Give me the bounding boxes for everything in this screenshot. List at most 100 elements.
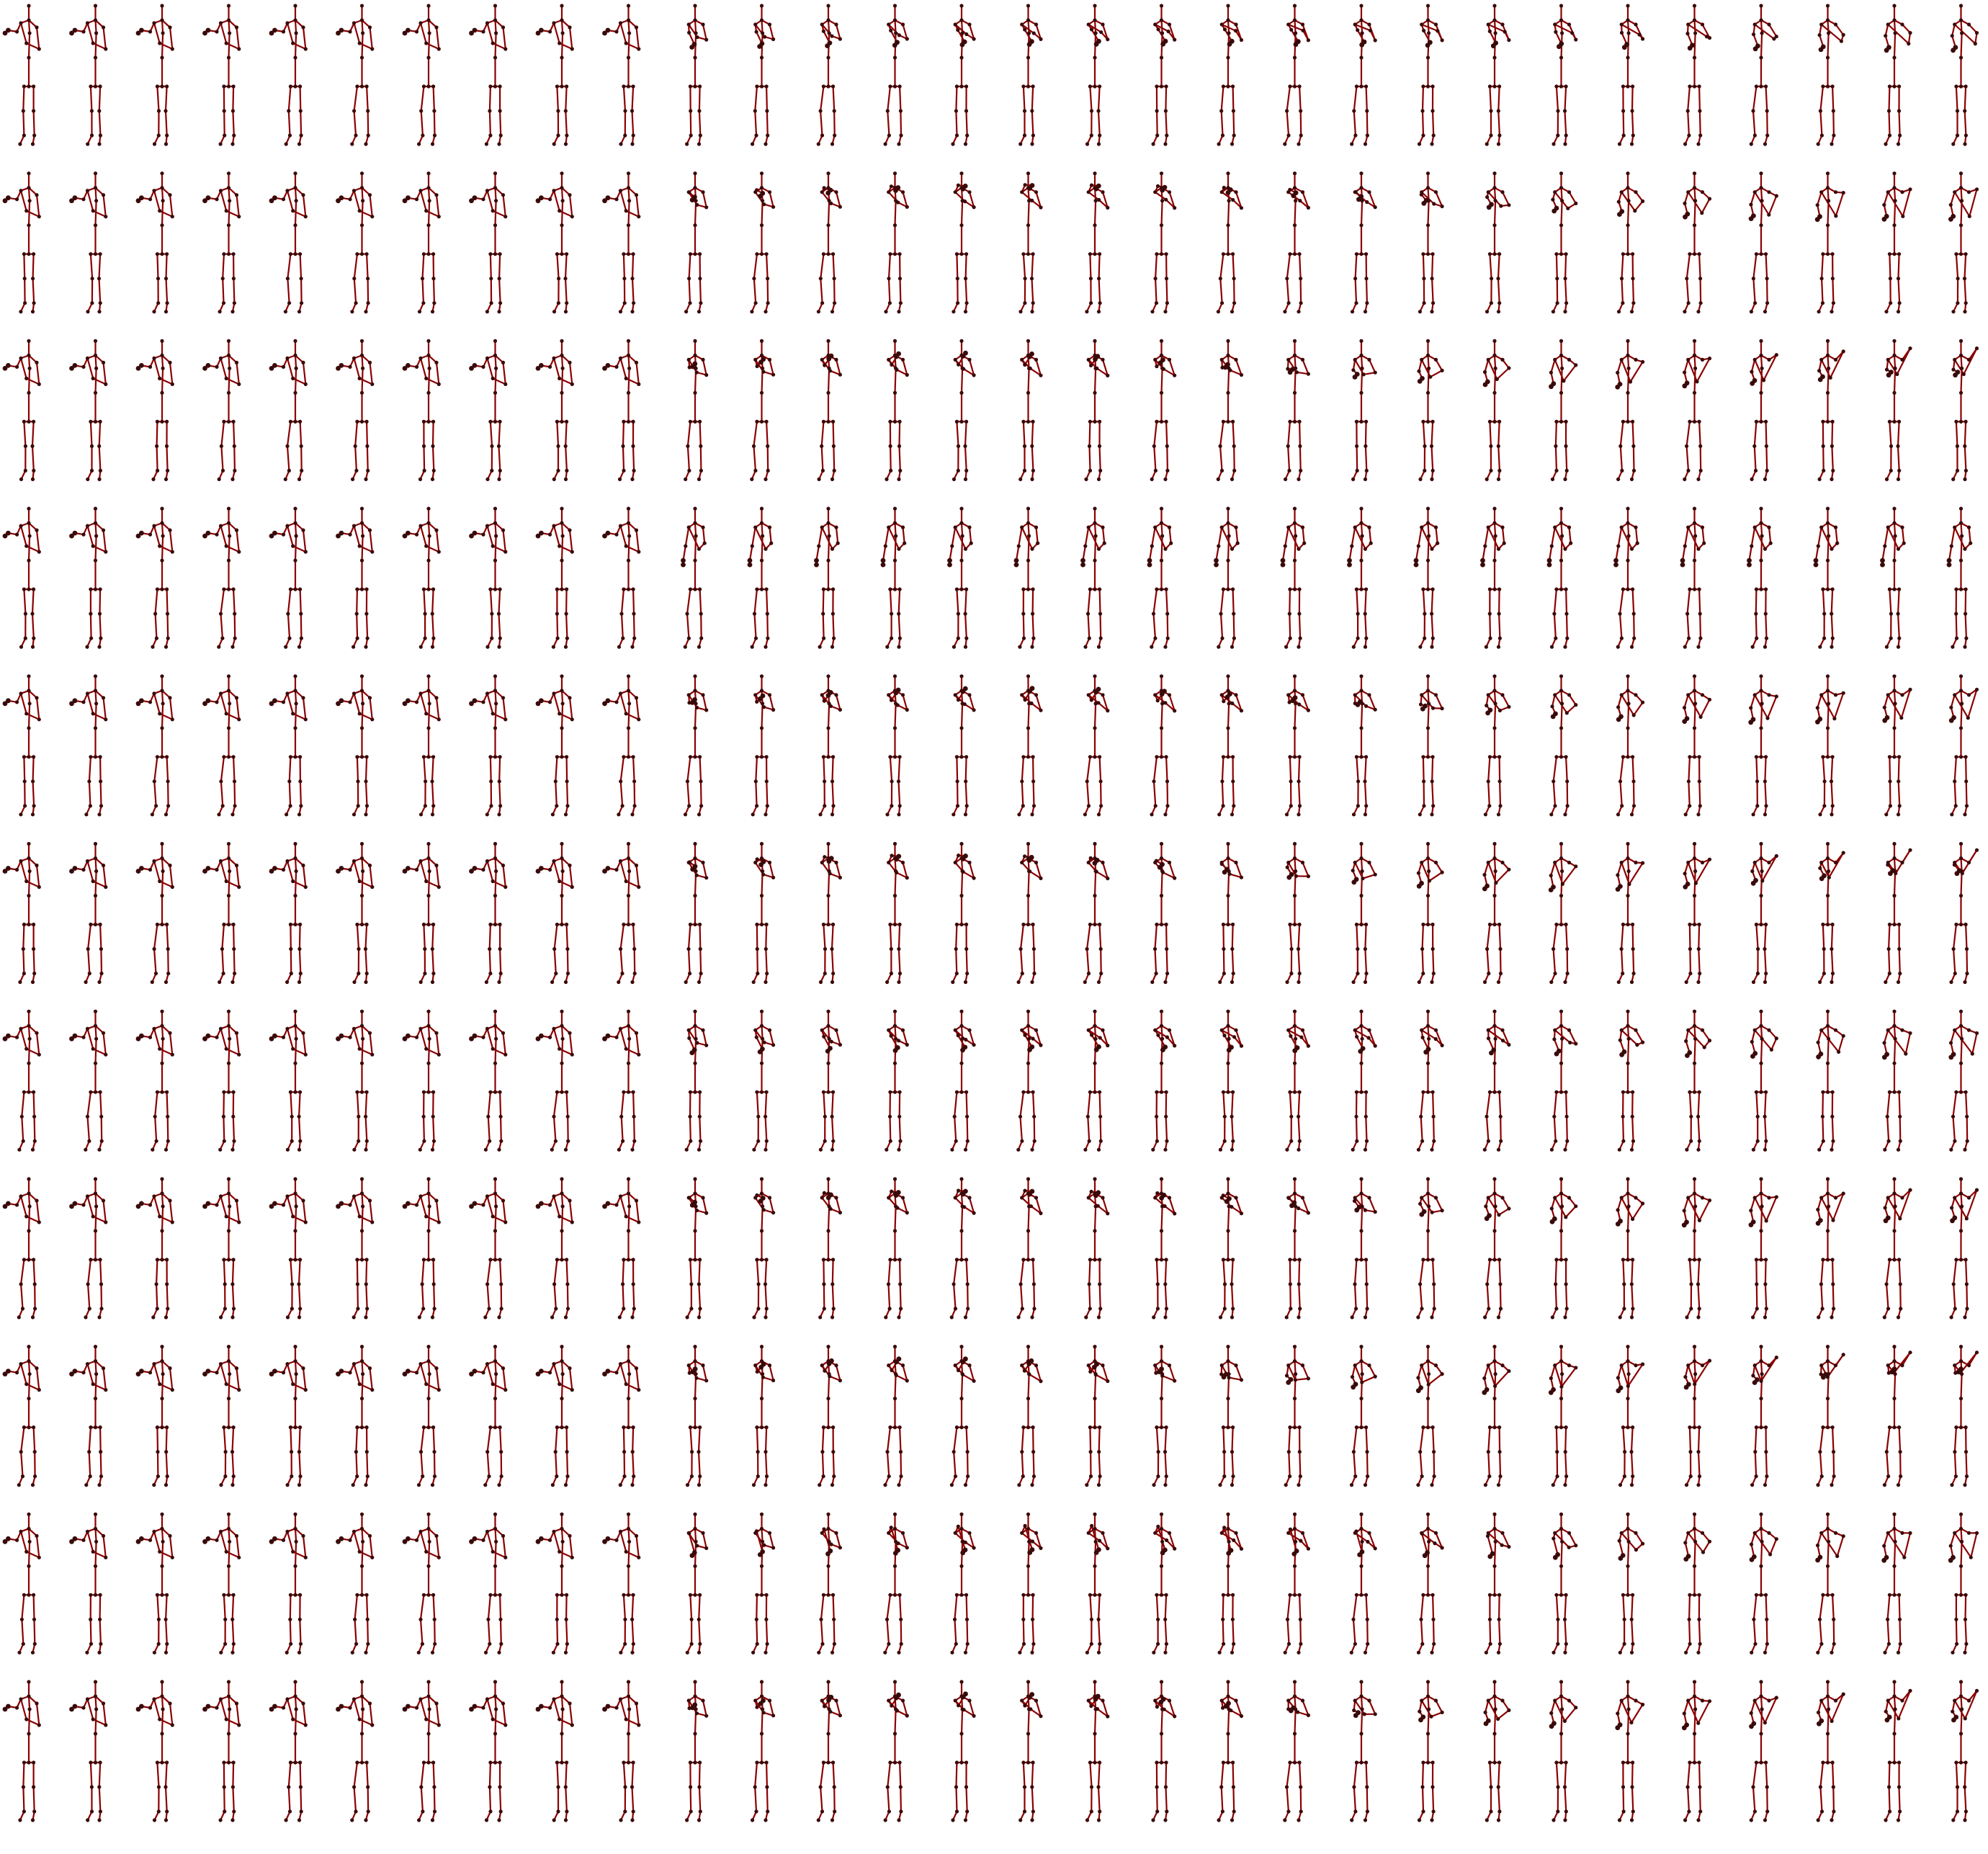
skeleton-joint bbox=[1830, 419, 1835, 424]
skeleton-joint bbox=[693, 84, 697, 89]
skeleton-bone bbox=[625, 377, 640, 385]
skeleton-frame bbox=[1216, 171, 1244, 314]
skeleton-joint bbox=[2, 366, 8, 371]
skeleton-joint bbox=[1226, 558, 1230, 563]
skeleton-bone bbox=[753, 277, 757, 304]
skeleton-joint bbox=[491, 544, 495, 548]
skeleton-bone bbox=[765, 85, 769, 112]
skeleton-bone bbox=[753, 445, 757, 472]
skeleton-joint bbox=[1363, 310, 1368, 314]
skeleton-joint bbox=[1492, 171, 1497, 176]
skeleton-bone bbox=[1964, 277, 1967, 304]
skeleton-joint bbox=[622, 468, 626, 473]
skeleton-joint bbox=[1440, 38, 1444, 42]
skeleton-bone bbox=[31, 588, 35, 615]
skeleton-joint bbox=[233, 468, 237, 473]
skeleton-joint bbox=[1554, 587, 1559, 591]
skeleton-bone bbox=[86, 524, 94, 547]
skeleton-joint bbox=[1099, 30, 1103, 35]
skeleton-bone bbox=[1098, 199, 1109, 209]
skeleton-joint bbox=[632, 301, 636, 305]
skeleton-joint bbox=[427, 31, 431, 35]
skeleton-joint bbox=[1487, 252, 1492, 256]
skeleton-joint bbox=[72, 363, 78, 368]
skeleton-bone bbox=[1101, 359, 1109, 377]
skeleton-bone bbox=[361, 354, 364, 370]
skeleton-joint bbox=[1765, 301, 1770, 305]
skeleton-joint bbox=[634, 193, 639, 197]
skeleton-bone bbox=[286, 189, 294, 212]
skeleton-bone bbox=[1286, 253, 1291, 279]
skeleton-bone bbox=[1832, 277, 1835, 304]
skeleton-bone bbox=[1354, 253, 1358, 279]
skeleton-bone bbox=[699, 421, 702, 447]
skeleton-bone bbox=[498, 277, 501, 304]
skeleton-bone bbox=[1302, 526, 1305, 545]
skeleton-joint bbox=[1963, 477, 1967, 482]
skeleton-joint bbox=[226, 84, 231, 89]
skeleton-joint bbox=[1841, 349, 1845, 354]
skeleton-bone bbox=[236, 529, 240, 553]
skeleton-joint bbox=[1430, 84, 1435, 89]
skeleton-joint bbox=[632, 636, 637, 640]
skeleton-joint bbox=[293, 587, 297, 591]
skeleton-bone bbox=[560, 534, 564, 562]
skeleton-joint bbox=[1683, 645, 1687, 649]
skeleton-bone bbox=[968, 23, 975, 40]
skeleton-bone bbox=[769, 23, 774, 40]
skeleton-joint bbox=[1631, 133, 1635, 138]
skeleton-bone bbox=[300, 445, 303, 472]
skeleton-joint bbox=[687, 468, 691, 473]
skeleton-joint bbox=[1093, 390, 1097, 395]
skeleton-bone bbox=[1953, 191, 1971, 218]
skeleton-frame bbox=[135, 506, 174, 649]
skeleton-frame bbox=[535, 4, 574, 146]
skeleton-frame bbox=[1880, 506, 1906, 649]
skeleton-joint bbox=[139, 195, 144, 201]
skeleton-joint bbox=[231, 252, 236, 256]
skeleton-bone bbox=[1897, 612, 1900, 640]
skeleton-joint bbox=[1619, 22, 1624, 27]
skeleton-joint bbox=[750, 544, 754, 548]
skeleton-bone bbox=[1351, 526, 1356, 547]
skeleton-joint bbox=[156, 468, 160, 473]
skeleton-joint bbox=[1098, 84, 1102, 89]
skeleton-frame bbox=[2, 339, 41, 482]
skeleton-joint bbox=[1833, 525, 1838, 529]
skeleton-bone bbox=[1626, 354, 1630, 370]
skeleton-joint bbox=[1974, 346, 1979, 351]
skeleton-joint bbox=[1554, 468, 1559, 473]
skeleton-frame bbox=[814, 506, 840, 649]
skeleton-joint bbox=[81, 700, 86, 704]
skeleton-bone bbox=[92, 210, 107, 218]
skeleton-joint bbox=[23, 612, 28, 616]
skeleton-bone bbox=[627, 367, 630, 394]
skeleton-joint bbox=[148, 197, 153, 202]
skeleton-joint bbox=[1231, 84, 1235, 89]
skeleton-joint bbox=[1954, 587, 1958, 591]
skeleton-joint bbox=[892, 171, 897, 176]
skeleton-joint bbox=[94, 31, 99, 35]
skeleton-joint bbox=[1167, 357, 1172, 362]
skeleton-joint bbox=[496, 444, 501, 449]
skeleton-joint bbox=[1427, 534, 1431, 538]
skeleton-joint bbox=[1159, 84, 1164, 89]
skeleton-bone bbox=[688, 23, 699, 38]
skeleton-bone bbox=[31, 445, 35, 472]
skeleton-joint bbox=[1813, 557, 1819, 563]
skeleton-joint bbox=[1685, 612, 1690, 616]
skeleton-bone bbox=[220, 612, 223, 640]
skeleton-joint bbox=[426, 4, 431, 8]
skeleton-joint bbox=[1688, 252, 1692, 256]
skeleton-joint bbox=[817, 477, 821, 482]
skeleton-joint bbox=[1951, 142, 1956, 146]
skeleton-joint bbox=[299, 636, 303, 640]
skeleton-joint bbox=[898, 301, 903, 305]
skeleton-joint bbox=[232, 444, 236, 449]
skeleton-joint bbox=[1556, 109, 1560, 113]
skeleton-joint bbox=[69, 701, 74, 707]
skeleton-joint bbox=[1364, 587, 1369, 591]
skeleton-joint bbox=[1292, 223, 1297, 228]
skeleton-bone bbox=[1953, 526, 1966, 550]
skeleton-bone bbox=[819, 85, 825, 112]
